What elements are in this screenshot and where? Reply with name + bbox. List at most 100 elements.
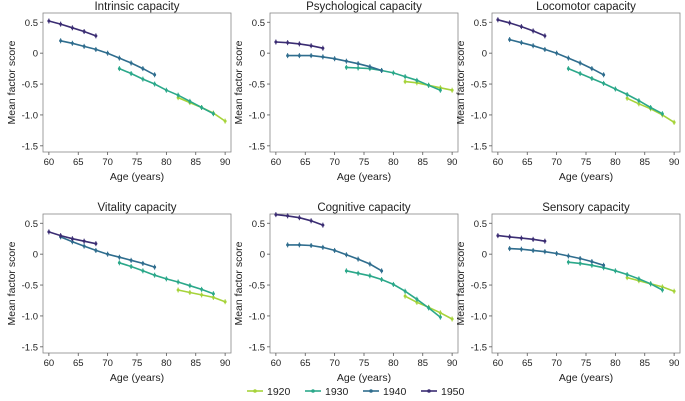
legend-marker-1920 [253, 389, 257, 393]
panel-title: Intrinsic capacity [94, 1, 179, 13]
data-point [566, 260, 570, 264]
data-point [356, 66, 360, 70]
y-axis-label: Mean factor score [455, 241, 467, 325]
legend-marker-1930 [311, 389, 315, 393]
y-axis-label: Mean factor score [233, 40, 245, 124]
data-point [153, 273, 157, 277]
x-axis-label: Age (years) [110, 171, 164, 183]
y-tick-label: -1.0 [22, 110, 38, 121]
data-point [368, 274, 372, 278]
series-line-1930 [346, 270, 441, 318]
data-point [543, 34, 547, 38]
data-point [200, 293, 204, 297]
x-tick-label: 90 [220, 157, 231, 168]
data-point [660, 288, 664, 292]
y-tick-label: -0.5 [471, 80, 487, 91]
data-point [309, 219, 313, 223]
data-point [321, 46, 325, 50]
y-tick-label: 0.5 [252, 18, 265, 29]
x-axis-label: Age (years) [559, 372, 613, 384]
x-tick-label: 70 [329, 358, 340, 369]
panel-1: Intrinsic capacity 60 65 70 75 80 85 90 0.5 0 -0.5… [6, 1, 232, 183]
panel-5: Cognitive capacity 60 65 70 75 80 85 90 0.5 0 -0.5… [233, 202, 459, 384]
data-point [129, 72, 133, 76]
x-tick-label: 75 [132, 157, 143, 168]
data-point [391, 282, 395, 286]
data-point [297, 243, 301, 247]
data-point [543, 47, 547, 51]
data-point [672, 289, 676, 293]
data-point [543, 239, 547, 243]
data-point [47, 230, 51, 234]
data-point [368, 262, 372, 266]
x-tick-label: 70 [102, 358, 113, 369]
data-point [47, 19, 51, 23]
data-point [356, 257, 360, 261]
data-point [309, 244, 313, 248]
y-tick-label: -1.5 [471, 141, 487, 152]
y-tick-label: -1.5 [249, 141, 265, 152]
legend-label-1920: 1920 [267, 386, 291, 398]
data-point [660, 285, 664, 289]
data-point [637, 277, 641, 281]
data-point [200, 106, 204, 110]
data-point [590, 67, 594, 71]
data-point [117, 255, 121, 259]
x-tick-label: 85 [190, 358, 201, 369]
y-tick-label: 0 [33, 49, 38, 60]
data-point [82, 244, 86, 248]
data-point [70, 41, 74, 45]
data-point [427, 83, 431, 87]
x-tick-label: 85 [639, 358, 650, 369]
x-tick-label: 85 [639, 157, 650, 168]
panel-frame [269, 12, 459, 153]
x-tick-label: 65 [300, 157, 311, 168]
data-point [496, 234, 500, 238]
data-point [519, 25, 523, 29]
panel-frame [42, 12, 232, 153]
data-point [637, 102, 641, 106]
data-point [321, 223, 325, 227]
data-point [309, 44, 313, 48]
data-point [129, 258, 133, 262]
x-tick-label: 90 [669, 358, 680, 369]
data-point [333, 57, 337, 61]
data-point [566, 67, 570, 71]
data-point [59, 234, 63, 238]
data-point [566, 254, 570, 258]
data-point [578, 256, 582, 260]
y-tick-label: 0.5 [474, 219, 487, 230]
data-point [344, 269, 348, 273]
data-point [415, 297, 419, 301]
data-point [403, 294, 407, 298]
x-tick-label: 85 [417, 157, 428, 168]
data-point [333, 248, 337, 252]
y-tick-label: 0 [482, 250, 487, 261]
x-tick-label: 70 [551, 157, 562, 168]
data-point [211, 112, 215, 116]
data-point [274, 40, 278, 44]
legend: 1920 1930 1940 1950 [247, 386, 465, 398]
data-point [117, 261, 121, 265]
data-point [59, 22, 63, 26]
data-point [368, 65, 372, 69]
data-point [450, 88, 454, 92]
data-point [625, 276, 629, 280]
data-point [578, 61, 582, 65]
data-point [578, 261, 582, 265]
data-point [344, 253, 348, 257]
data-point [531, 237, 535, 241]
data-point [129, 61, 133, 65]
y-tick-label: -1.5 [471, 342, 487, 353]
data-point [519, 41, 523, 45]
data-point [309, 54, 313, 58]
data-point [129, 265, 133, 269]
panel-title: Vitality capacity [97, 202, 176, 214]
data-point [438, 88, 442, 92]
data-point [649, 106, 653, 110]
data-point [286, 214, 290, 218]
data-point [380, 269, 384, 273]
data-point [672, 120, 676, 124]
data-point [106, 51, 110, 55]
x-tick-label: 65 [73, 157, 84, 168]
